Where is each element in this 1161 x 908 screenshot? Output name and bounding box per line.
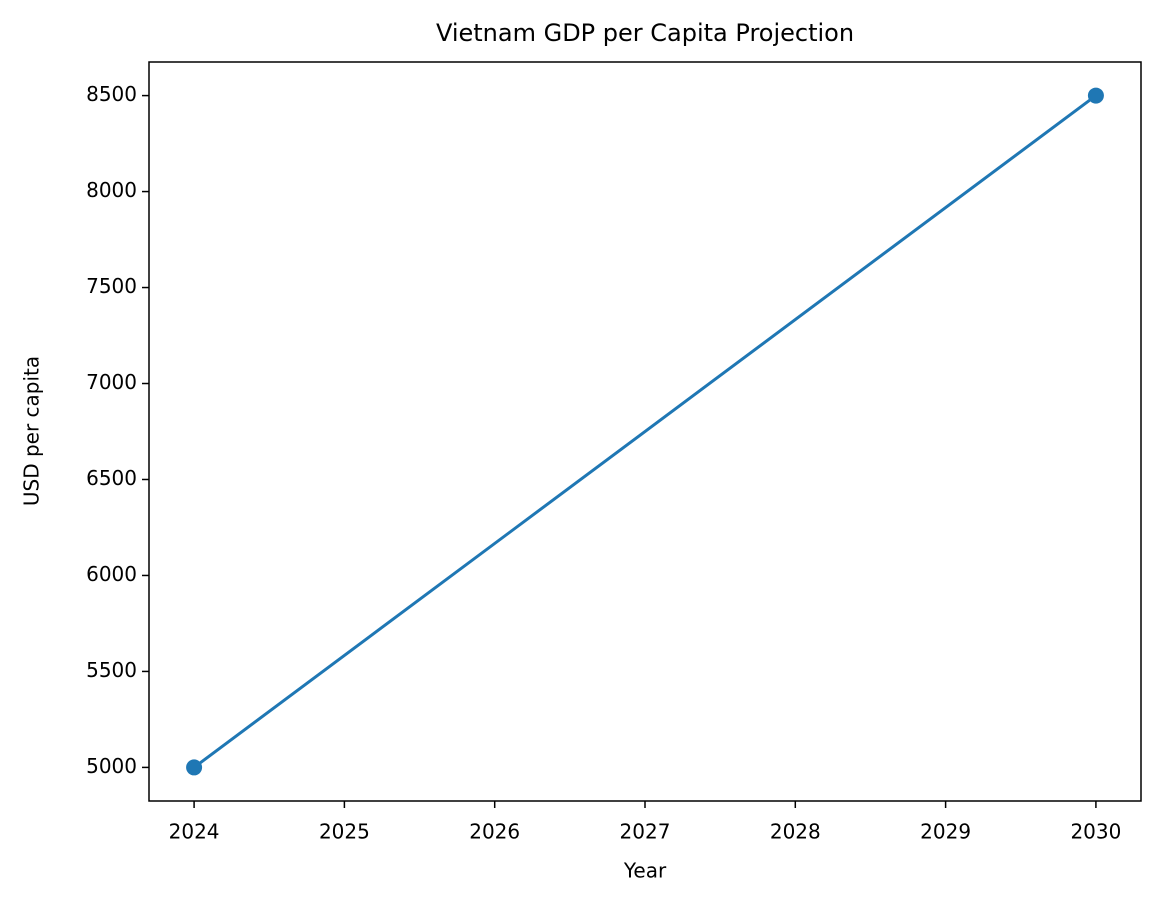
y-tick-label: 6000 (86, 562, 137, 586)
y-tick-label: 5000 (86, 754, 137, 778)
x-tick-label: 2025 (319, 820, 370, 844)
data-line (193, 94, 1097, 769)
chart-title: Vietnam GDP per Capita Projection (436, 19, 854, 47)
x-tick-label: 2028 (770, 820, 821, 844)
plot-frame (148, 61, 1142, 802)
data-point (186, 759, 203, 776)
data-point (1087, 87, 1104, 104)
x-tick-label: 2030 (1070, 820, 1121, 844)
x-tick-label: 2027 (620, 820, 671, 844)
y-axis-label: USD per capita (20, 356, 44, 506)
x-tick-label: 2024 (169, 820, 220, 844)
y-tick-label: 5500 (86, 658, 137, 682)
y-tick-label: 6500 (86, 466, 137, 490)
y-tick-label: 8500 (86, 82, 137, 106)
y-tick-label: 7500 (86, 274, 137, 298)
x-tick-label: 2026 (469, 820, 520, 844)
x-tick-label: 2029 (920, 820, 971, 844)
y-tick-label: 8000 (86, 178, 137, 202)
y-tick-label: 7000 (86, 370, 137, 394)
x-axis-label: Year (623, 859, 667, 883)
